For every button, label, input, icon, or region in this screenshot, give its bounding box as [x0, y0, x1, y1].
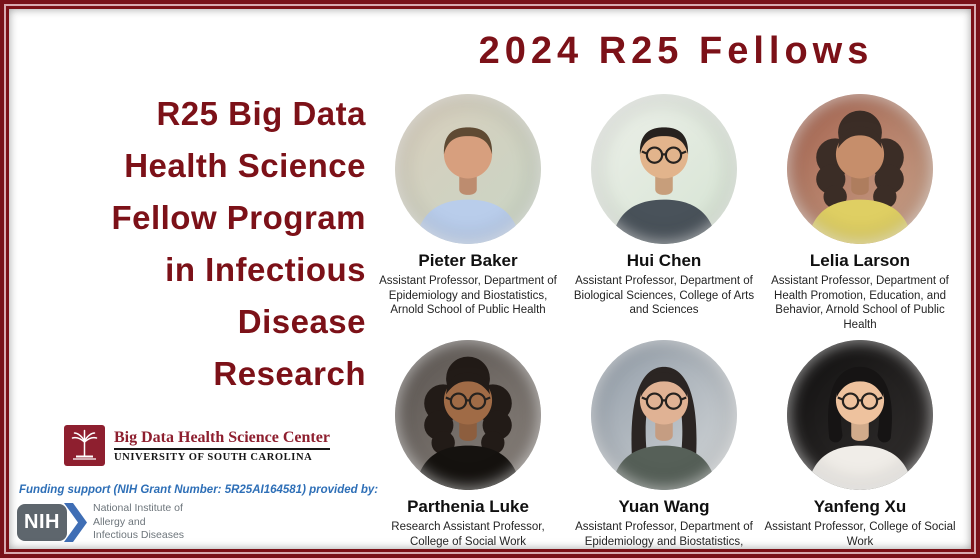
- fellow-name: Pieter Baker: [418, 251, 518, 270]
- fellow-name: Yuan Wang: [618, 496, 710, 516]
- nih-institute-line: National Institute of: [93, 502, 183, 514]
- fellow-title: Assistant Professor, Department of Healt…: [771, 275, 949, 332]
- fellow-title: Assistant Professor, Department of Epide…: [575, 520, 753, 558]
- person-avatar-icon: [415, 127, 521, 244]
- person-avatar-icon: [611, 127, 717, 244]
- nih-chevron-icon: [64, 502, 87, 542]
- fellows-grid: Pieter Baker Assistant Professor, Depart…: [370, 94, 958, 558]
- bdhsc-logo-text: Big Data Health Science Center UNIVERSIT…: [114, 429, 330, 463]
- nih-institute-line: Allergy and: [93, 515, 146, 528]
- bdhsc-university-name: UNIVERSITY OF SOUTH CAROLINA: [114, 451, 313, 463]
- nih-logo: NIH National Institute of Allergy and In…: [17, 502, 184, 543]
- program-heading-line: Fellow Program: [111, 199, 366, 236]
- palmetto-tree-icon: [64, 425, 105, 466]
- fellow-card: Pieter Baker Assistant Professor, Depart…: [370, 94, 566, 333]
- fellow-card: Lelia Larson Assistant Professor, Depart…: [762, 94, 958, 333]
- fellow-card: Hui Chen Assistant Professor, Department…: [566, 94, 762, 333]
- fellow-title: Assistant Professor, Department of Biolo…: [573, 275, 755, 317]
- fellow-name: Hui Chen: [626, 251, 702, 270]
- program-heading-line: in Infectious: [165, 251, 366, 288]
- fellow-photo: [395, 339, 541, 490]
- person-avatar-icon: [611, 366, 717, 490]
- fellow-photo: [787, 94, 933, 244]
- fellow-title: Assistant Professor, Department of Epide…: [379, 275, 557, 317]
- nih-institute-name: National Institute of Allergy and Infect…: [93, 502, 184, 543]
- fellow-caption: Pieter Baker Assistant Professor, Depart…: [371, 250, 565, 318]
- fellow-title: Assistant Professor, College of Social W…: [764, 520, 956, 548]
- program-heading-line: Health Science: [124, 147, 366, 184]
- bdhsc-center-name: Big Data Health Science Center: [114, 428, 330, 446]
- fellow-name: Lelia Larson: [809, 251, 911, 270]
- logo-divider: [114, 447, 330, 450]
- person-avatar-icon: [807, 366, 913, 490]
- program-heading-line: R25 Big Data: [156, 95, 366, 132]
- nih-institute-line: Infectious Diseases: [93, 529, 185, 541]
- fellow-caption: Yuan Wang Assistant Professor, Departmen…: [567, 496, 761, 558]
- fellow-caption: Parthenia Luke Research Assistant Profes…: [371, 496, 565, 549]
- fellow-name: Yanfeng Xu: [813, 496, 907, 516]
- person-avatar-icon: [807, 110, 913, 244]
- fellow-name: Parthenia Luke: [407, 496, 529, 516]
- fellow-title: Research Assistant Professor, College of…: [391, 520, 545, 548]
- funding-note: Funding support (NIH Grant Number: 5R25A…: [19, 484, 379, 496]
- program-heading: R25 Big Data Health Science Fellow Progr…: [32, 88, 366, 400]
- fellow-photo: [395, 94, 541, 244]
- page-title: 2024 R25 Fellows: [478, 30, 874, 72]
- bdhsc-logo: Big Data Health Science Center UNIVERSIT…: [64, 425, 330, 466]
- program-heading-line: Disease: [237, 303, 366, 340]
- fellow-caption: Hui Chen Assistant Professor, Department…: [567, 250, 761, 318]
- fellow-photo: [591, 339, 737, 490]
- person-avatar-icon: [415, 356, 521, 490]
- program-heading-line: Research: [213, 355, 366, 392]
- fellow-photo: [591, 94, 737, 244]
- fellow-caption: Lelia Larson Assistant Professor, Depart…: [763, 250, 957, 333]
- fellow-caption: Yanfeng Xu Assistant Professor, College …: [763, 496, 957, 549]
- fellow-photo: [787, 339, 933, 490]
- fellow-card: Parthenia Luke Research Assistant Profes…: [370, 339, 566, 554]
- fellow-card: Yuan Wang Assistant Professor, Departmen…: [566, 339, 762, 558]
- fellow-card: Yanfeng Xu Assistant Professor, College …: [762, 339, 958, 554]
- nih-acronym-box: NIH: [17, 503, 67, 541]
